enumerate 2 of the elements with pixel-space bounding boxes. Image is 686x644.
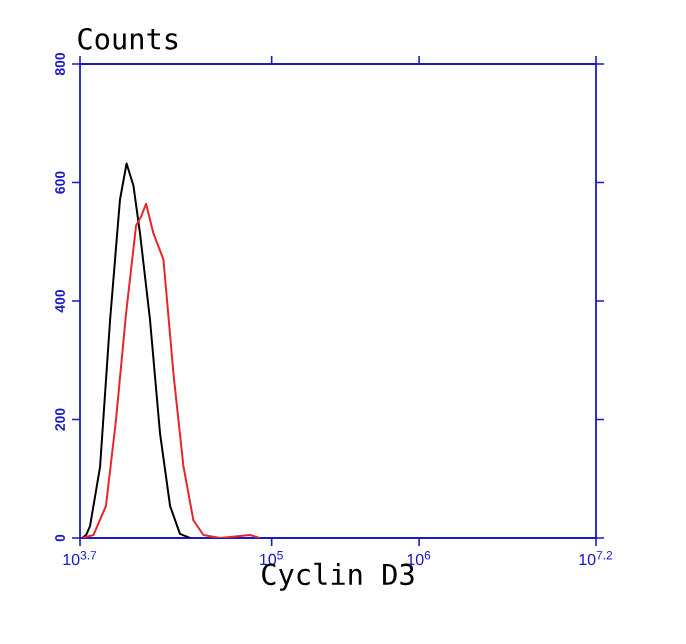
chart-title: Counts [78,27,178,50]
x-axis-title: Cyclin D3 [262,562,414,591]
